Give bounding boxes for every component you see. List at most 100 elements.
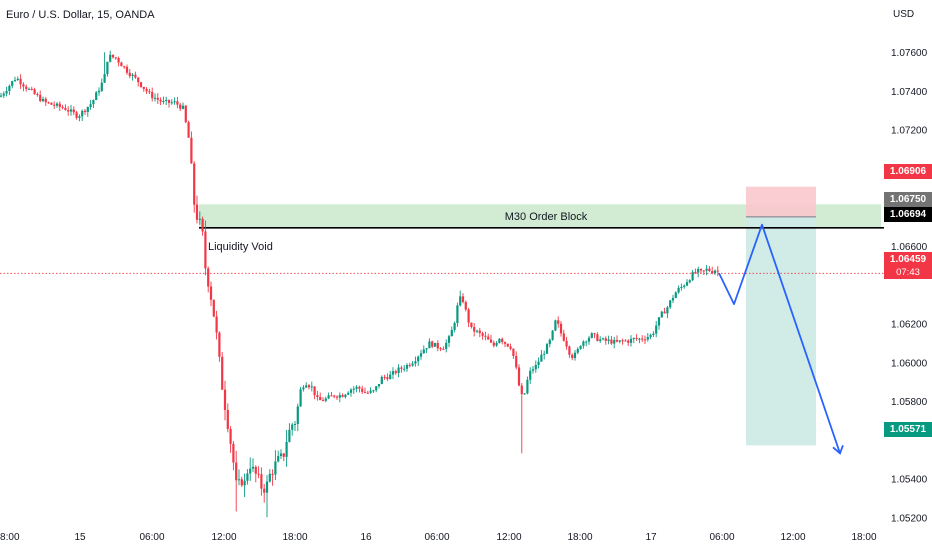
candle bbox=[702, 270, 705, 276]
candle-body bbox=[215, 316, 218, 333]
candle-body bbox=[212, 299, 215, 317]
candle-body bbox=[36, 94, 39, 96]
candle-body bbox=[55, 103, 59, 106]
candle-body bbox=[106, 61, 109, 75]
candle-body bbox=[557, 320, 560, 324]
candle bbox=[391, 367, 395, 380]
candle bbox=[22, 82, 25, 92]
candle-body bbox=[167, 99, 171, 103]
candle bbox=[123, 65, 126, 69]
candle-body bbox=[484, 335, 487, 337]
candle-body bbox=[162, 101, 165, 103]
candle-body bbox=[299, 389, 302, 407]
candle bbox=[137, 77, 140, 87]
candle-body bbox=[347, 392, 350, 395]
candle-body bbox=[607, 339, 610, 341]
candle-body bbox=[593, 333, 596, 335]
candle-body bbox=[529, 370, 532, 380]
candle-body bbox=[596, 334, 599, 341]
candle bbox=[25, 84, 28, 92]
candle-body bbox=[391, 371, 395, 375]
price-tick-label: 1.06600 bbox=[891, 242, 928, 253]
candle-body bbox=[246, 473, 249, 481]
candle bbox=[86, 106, 89, 117]
candle-body bbox=[30, 88, 33, 90]
candle-body bbox=[649, 334, 652, 338]
candle-body bbox=[243, 480, 246, 486]
candle bbox=[69, 104, 73, 116]
candle-body bbox=[492, 342, 495, 346]
candle-body bbox=[562, 333, 565, 341]
candle-body bbox=[456, 305, 459, 324]
candle bbox=[204, 220, 207, 276]
candle bbox=[663, 307, 666, 314]
candle-body bbox=[372, 390, 375, 392]
candle bbox=[125, 64, 129, 75]
candle bbox=[36, 92, 39, 97]
candle bbox=[627, 339, 630, 346]
candle-body bbox=[181, 105, 185, 109]
candle bbox=[484, 331, 487, 341]
candle bbox=[11, 80, 14, 89]
candle bbox=[422, 345, 425, 354]
candle-body bbox=[352, 388, 355, 390]
candle-body bbox=[100, 82, 103, 91]
candle bbox=[400, 365, 403, 373]
candle bbox=[431, 340, 434, 349]
candle bbox=[587, 335, 591, 345]
candle-body bbox=[316, 395, 319, 397]
candle-body bbox=[223, 389, 227, 410]
candle-body bbox=[389, 374, 392, 380]
candle-body bbox=[666, 307, 669, 314]
candle bbox=[16, 76, 19, 81]
candle bbox=[195, 195, 199, 224]
candle-body bbox=[643, 339, 647, 341]
candle bbox=[652, 331, 655, 337]
candle-body bbox=[425, 348, 428, 350]
candle-body bbox=[111, 54, 115, 58]
candle bbox=[646, 332, 649, 342]
candle bbox=[97, 87, 101, 96]
candle bbox=[579, 345, 582, 350]
candle-body bbox=[478, 330, 481, 334]
candle-body bbox=[646, 337, 649, 340]
candle-body bbox=[361, 388, 364, 392]
candle bbox=[599, 336, 602, 344]
candle-body bbox=[123, 66, 126, 68]
candle bbox=[53, 101, 56, 109]
candle bbox=[473, 322, 476, 337]
candle bbox=[30, 86, 33, 91]
candle-body bbox=[461, 296, 465, 303]
candle bbox=[291, 422, 294, 436]
candle-body bbox=[464, 302, 467, 310]
candle-body bbox=[13, 80, 17, 82]
time-tick-label: 06:00 bbox=[709, 532, 734, 543]
candle-body bbox=[635, 338, 638, 340]
candle-body bbox=[235, 462, 238, 481]
candle bbox=[92, 99, 95, 109]
candle bbox=[517, 364, 521, 387]
candle-body bbox=[445, 342, 448, 349]
candle bbox=[221, 352, 224, 391]
chart-title: Euro / U.S. Dollar, 15, OANDA bbox=[6, 9, 155, 21]
candle bbox=[366, 390, 369, 394]
candle-body bbox=[321, 400, 325, 402]
candle-body bbox=[565, 340, 568, 347]
candle bbox=[285, 429, 288, 467]
candle bbox=[568, 345, 571, 358]
candle bbox=[2, 91, 5, 99]
candle bbox=[249, 457, 252, 482]
candle bbox=[585, 340, 588, 347]
candle bbox=[237, 469, 241, 486]
candle bbox=[705, 265, 708, 276]
candle bbox=[117, 56, 120, 67]
candle bbox=[347, 391, 350, 396]
candle-body bbox=[201, 218, 204, 232]
candle bbox=[263, 483, 266, 503]
price-tick-label: 1.07200 bbox=[891, 126, 928, 137]
candle-body bbox=[277, 456, 280, 462]
candle bbox=[565, 336, 568, 350]
candle bbox=[529, 367, 532, 385]
candle-body bbox=[265, 481, 269, 493]
